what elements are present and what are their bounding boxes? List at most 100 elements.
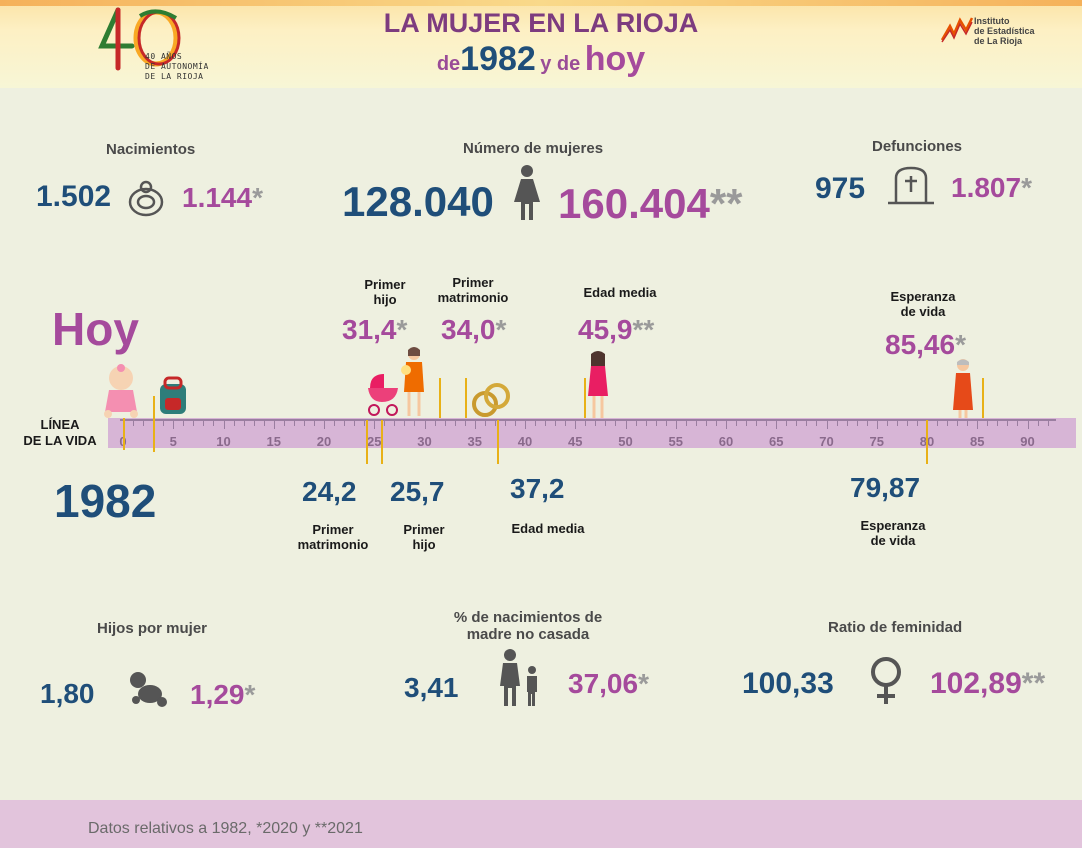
timeline-marker-hoy xyxy=(464,378,467,418)
births-1982-value: 1.502 xyxy=(36,180,112,213)
timeline-minor-tick xyxy=(223,421,225,429)
timeline-minor-tick xyxy=(394,421,396,426)
timeline-minor-tick xyxy=(1037,421,1039,426)
timeline-marker-1982 xyxy=(925,420,928,464)
adult-woman-icon xyxy=(588,351,608,418)
hoy-mean-age-label: Edad media xyxy=(583,285,657,300)
hoy-life-expectancy-value: 85,46* xyxy=(885,329,966,361)
timeline-minor-tick xyxy=(937,421,939,426)
timeline-minor-tick xyxy=(876,421,878,429)
timeline-minor-tick xyxy=(283,421,285,426)
timeline-marker-1982 xyxy=(496,420,499,464)
logo-text-line1: 40 AÑOS xyxy=(145,52,183,61)
first-marriage-1982-label-line2: matrimonio xyxy=(297,537,369,552)
femininity-ratio-1982-value: 100,33 xyxy=(742,667,834,700)
timeline-minor-tick xyxy=(253,421,255,426)
hoy-mean-age-number: 45,9 xyxy=(578,314,633,345)
timeline-tick-label: 5 xyxy=(169,434,177,449)
births-hoy-mark: * xyxy=(252,182,263,213)
timeline-marker-hoy xyxy=(438,378,441,418)
timeline-tick-label: 60 xyxy=(718,434,734,449)
timeline-marker-1982 xyxy=(381,420,384,464)
hoy-first-child-label-line1: Primer xyxy=(364,277,406,292)
hoy-life-expectancy-label: Esperanza de vida xyxy=(878,289,968,319)
year-1982-label: 1982 xyxy=(54,475,157,527)
timeline-minor-tick xyxy=(293,421,295,426)
femininity-ratio-hoy-mark: ** xyxy=(1021,667,1046,700)
hoy-first-marriage-label-line1: Primer xyxy=(452,275,494,290)
children-per-woman-1982-value: 1,80 xyxy=(40,678,95,709)
timeline-minor-tick xyxy=(444,421,446,426)
timeline-minor-tick xyxy=(1007,421,1009,426)
unmarried-births-hoy-mark: * xyxy=(638,668,649,699)
female-symbol-icon xyxy=(871,657,901,704)
timeline-minor-tick xyxy=(213,421,215,426)
mean-age-1982-label: Edad media xyxy=(511,521,585,536)
baby-stroller-icon xyxy=(368,374,398,416)
life-expectancy-1982-label-line1: Esperanza xyxy=(860,518,926,533)
timeline-minor-tick xyxy=(705,421,707,426)
women-hoy-number: 160.404 xyxy=(558,180,710,227)
hoy-life-expectancy-number: 85,46 xyxy=(885,329,956,360)
timeline-minor-tick xyxy=(916,421,918,426)
timeline-minor-tick xyxy=(947,421,949,426)
logo-text-line2: DE AUTONOMÍA xyxy=(145,62,209,71)
timeline-minor-tick xyxy=(726,421,727,429)
timeline-minor-tick xyxy=(474,421,476,429)
timeline-minor-tick xyxy=(655,421,657,426)
timeline-minor-tick xyxy=(364,421,366,426)
mean-age-1982-value: 37,2 xyxy=(510,473,565,504)
timeline-minor-tick xyxy=(675,421,677,429)
timeline-minor-tick xyxy=(203,421,205,426)
timeline-tick-label: 20 xyxy=(316,434,332,449)
life-expectancy-1982-label: Esperanza de vida xyxy=(848,518,938,548)
hoy-first-child-number: 31,4 xyxy=(342,314,397,345)
subtitle-year: 1982 xyxy=(460,40,536,78)
deaths-hoy-mark: * xyxy=(1021,172,1032,203)
hoy-first-child-label: Primer hijo xyxy=(350,277,420,307)
timeline-minor-tick xyxy=(826,421,828,429)
page-subtitle: de1982 y de hoy xyxy=(0,40,1082,79)
timeline-tick-label: 75 xyxy=(869,434,884,449)
timeline-minor-tick xyxy=(625,421,627,429)
mother-child-icon xyxy=(500,649,537,706)
page-title: LA MUJER EN LA RIOJA xyxy=(383,8,699,38)
unmarried-births-hoy-value: 37,06* xyxy=(568,668,649,700)
pacifier-icon xyxy=(128,180,164,217)
timeline-tick-label: 50 xyxy=(618,434,633,449)
school-backpack-icon xyxy=(160,376,186,414)
subtitle-hoy: hoy xyxy=(584,40,646,78)
timeline-minor-tick xyxy=(163,421,165,426)
logo-40-anos-icon xyxy=(98,7,181,71)
timeline-marker-hoy xyxy=(981,378,984,418)
timeline-minor-tick xyxy=(1027,421,1029,429)
timeline-marker-hoy xyxy=(584,378,587,418)
timeline-minor-tick xyxy=(193,421,195,426)
first-marriage-1982-value: 24,2 xyxy=(302,476,357,507)
timeline-tick-label: 45 xyxy=(568,434,583,449)
timeline-minor-tick xyxy=(766,421,768,426)
timeline-minor-tick xyxy=(243,421,245,426)
timeline-minor-tick xyxy=(756,421,758,426)
timeline-minor-tick xyxy=(354,421,356,426)
timeline-minor-tick xyxy=(896,421,898,426)
hoy-life-expectancy-mark: * xyxy=(955,329,966,360)
timeline-minor-tick xyxy=(645,421,647,426)
header-banner xyxy=(0,0,1082,88)
unmarried-births-label-line2: madre no casada xyxy=(466,626,590,643)
unmarried-births-1982-value: 3,41 xyxy=(404,672,459,703)
tombstone-icon xyxy=(888,166,934,205)
timeline-minor-tick xyxy=(786,421,788,426)
femininity-ratio-label: Ratio de feminidad xyxy=(828,619,963,636)
institute-line3: de La Rioja xyxy=(974,36,1023,46)
timeline-tick-label: 0 xyxy=(115,434,131,449)
timeline-minor-tick xyxy=(313,421,315,426)
hoy-first-marriage-label: Primer matrimonio xyxy=(432,275,514,305)
timeline-marker-1982 xyxy=(366,420,369,464)
women-1982-value: 128.040 xyxy=(342,178,494,225)
first-child-1982-label: Primer hijo xyxy=(392,522,456,552)
timeline-minor-tick xyxy=(273,421,275,429)
timeline-tick-label: 70 xyxy=(819,434,834,449)
header-top-stripe xyxy=(0,0,1082,6)
timeline-minor-tick xyxy=(695,421,697,426)
